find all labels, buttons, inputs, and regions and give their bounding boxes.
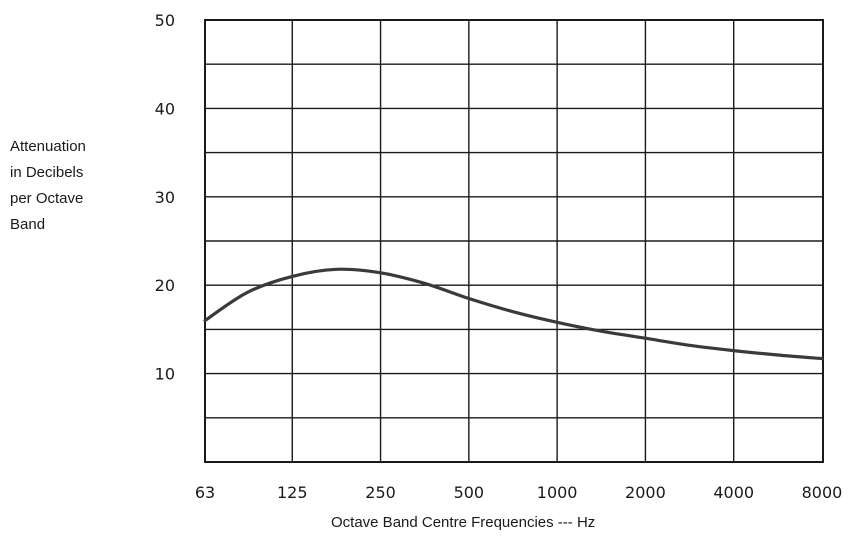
y-axis-label-line-1: Attenuation (10, 138, 86, 155)
chart-series (203, 267, 824, 361)
y-axis-label-line-2: in Decibels (10, 164, 84, 181)
plot-frame (204, 19, 824, 463)
x-tick-label: 250 (365, 483, 396, 502)
attenuation-curve (203, 267, 824, 361)
y-axis-label: Attenuation in Decibels per Octave Band (10, 134, 86, 238)
y-tick-labels: 10 20 30 40 50 (155, 11, 175, 384)
x-tick-label: 8000 (802, 483, 843, 502)
x-tick-label: 4000 (713, 483, 754, 502)
x-tick-label: 125 (277, 483, 308, 502)
x-axis-label: Octave Band Centre Frequencies --- Hz (331, 514, 596, 531)
x-tick-label: 500 (454, 483, 485, 502)
x-tick-label: 1000 (537, 483, 578, 502)
y-tick-label: 20 (155, 276, 175, 295)
x-tick-label: 63 (195, 483, 215, 502)
y-tick-label: 40 (155, 99, 175, 118)
y-tick-label: 10 (155, 365, 175, 384)
y-tick-label: 50 (155, 11, 175, 30)
x-tick-labels: 63 125 250 500 1000 2000 4000 8000 (195, 483, 843, 502)
chart-grid (204, 19, 824, 463)
y-axis-label-line-4: Band (10, 216, 46, 233)
x-tick-label: 2000 (625, 483, 666, 502)
y-tick-label: 30 (155, 188, 175, 207)
y-axis-label-line-3: per Octave (10, 190, 84, 207)
